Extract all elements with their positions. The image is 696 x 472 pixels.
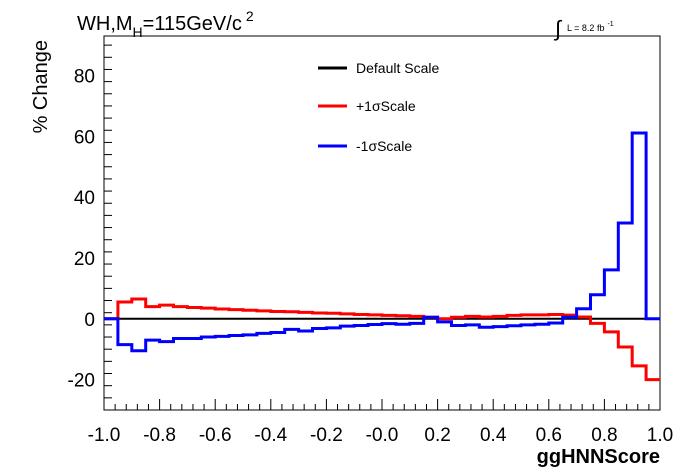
x-tick-label: 0.2 (424, 425, 450, 446)
x-tick-label: 1.0 (647, 425, 673, 446)
lumi-integral: ∫ (553, 16, 563, 41)
series-line-plus1sigma (104, 297, 660, 382)
title-rest: =115GeV/c (143, 13, 242, 35)
legend-label-plus1sigma: +1σScale (356, 98, 416, 114)
x-tick-label: -0.2 (310, 425, 343, 446)
y-tick-label: 20 (74, 249, 95, 270)
y-axis-label: % Change (30, 40, 52, 133)
x-tick-label: -0.8 (143, 425, 176, 446)
y-tick-label: 60 (74, 127, 95, 148)
y-tick-label: 40 (74, 188, 95, 209)
y-tick-label: 80 (74, 67, 95, 88)
x-axis-label: ggHNNScore (537, 446, 660, 468)
x-tick-labels: -1.0 -0.8 -0.6 -0.4 -0.2 -0.0 0.2 0.4 0.6 0.8 1.0 (88, 425, 674, 446)
x-tick-label: -0.0 (366, 425, 399, 446)
y-tick-label: 0 (84, 310, 95, 331)
axis-ticks (103, 44, 661, 411)
x-tick-label: -1.0 (88, 425, 121, 446)
series-line-minus1sigma (104, 131, 660, 353)
y-tick-label: -20 (68, 371, 95, 392)
x-tick-label: -0.6 (199, 425, 232, 446)
x-tick-label: 0.4 (480, 425, 507, 446)
legend-label-default: Default Scale (356, 60, 439, 76)
chart-title: WH,MH=115GeV/c 2 (77, 8, 254, 40)
lumi-superscript: -1 (607, 21, 613, 28)
title-superscript: 2 (246, 8, 254, 24)
title-subscript: H (133, 24, 143, 40)
y-tick-labels: -20 0 20 40 60 80 (68, 67, 95, 392)
x-tick-label: 0.8 (591, 425, 617, 446)
lumi-label: L = 8.2 fb -1 (567, 21, 614, 33)
title-main: WH,M (77, 13, 133, 35)
series-group (104, 131, 660, 382)
x-tick-label: 0.6 (536, 425, 562, 446)
legend-label-minus1sigma: -1σScale (356, 138, 412, 154)
x-tick-label: -0.4 (254, 425, 287, 446)
legend: Default Scale +1σScale -1σScale (318, 60, 439, 154)
lumi-text: L = 8.2 fb (567, 23, 604, 33)
plot-frame (103, 35, 661, 411)
